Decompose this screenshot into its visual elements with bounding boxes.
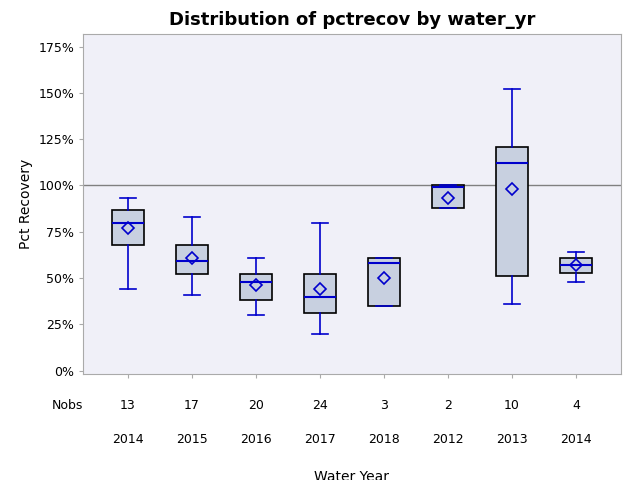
Text: 17: 17 — [184, 398, 200, 411]
Text: 13: 13 — [120, 398, 136, 411]
Text: 4: 4 — [572, 398, 580, 411]
Text: 10: 10 — [504, 398, 520, 411]
Y-axis label: Pct Recovery: Pct Recovery — [19, 159, 33, 249]
Text: 2017: 2017 — [304, 432, 336, 445]
Text: Nobs: Nobs — [52, 398, 83, 411]
PathPatch shape — [560, 258, 592, 273]
Text: 2018: 2018 — [368, 432, 400, 445]
PathPatch shape — [432, 185, 464, 208]
PathPatch shape — [368, 258, 400, 306]
PathPatch shape — [176, 245, 208, 275]
Text: 2: 2 — [444, 398, 452, 411]
PathPatch shape — [304, 275, 336, 313]
Text: 2013: 2013 — [496, 432, 528, 445]
Text: 2012: 2012 — [432, 432, 464, 445]
Text: Water Year: Water Year — [314, 469, 390, 480]
Text: 24: 24 — [312, 398, 328, 411]
PathPatch shape — [112, 210, 144, 245]
Text: 3: 3 — [380, 398, 388, 411]
PathPatch shape — [496, 146, 528, 276]
Text: 2014: 2014 — [112, 432, 144, 445]
Title: Distribution of pctrecov by water_yr: Distribution of pctrecov by water_yr — [169, 11, 535, 29]
Text: 20: 20 — [248, 398, 264, 411]
Text: 2016: 2016 — [240, 432, 272, 445]
Text: 2014: 2014 — [560, 432, 592, 445]
PathPatch shape — [240, 275, 272, 300]
Text: 2015: 2015 — [176, 432, 208, 445]
